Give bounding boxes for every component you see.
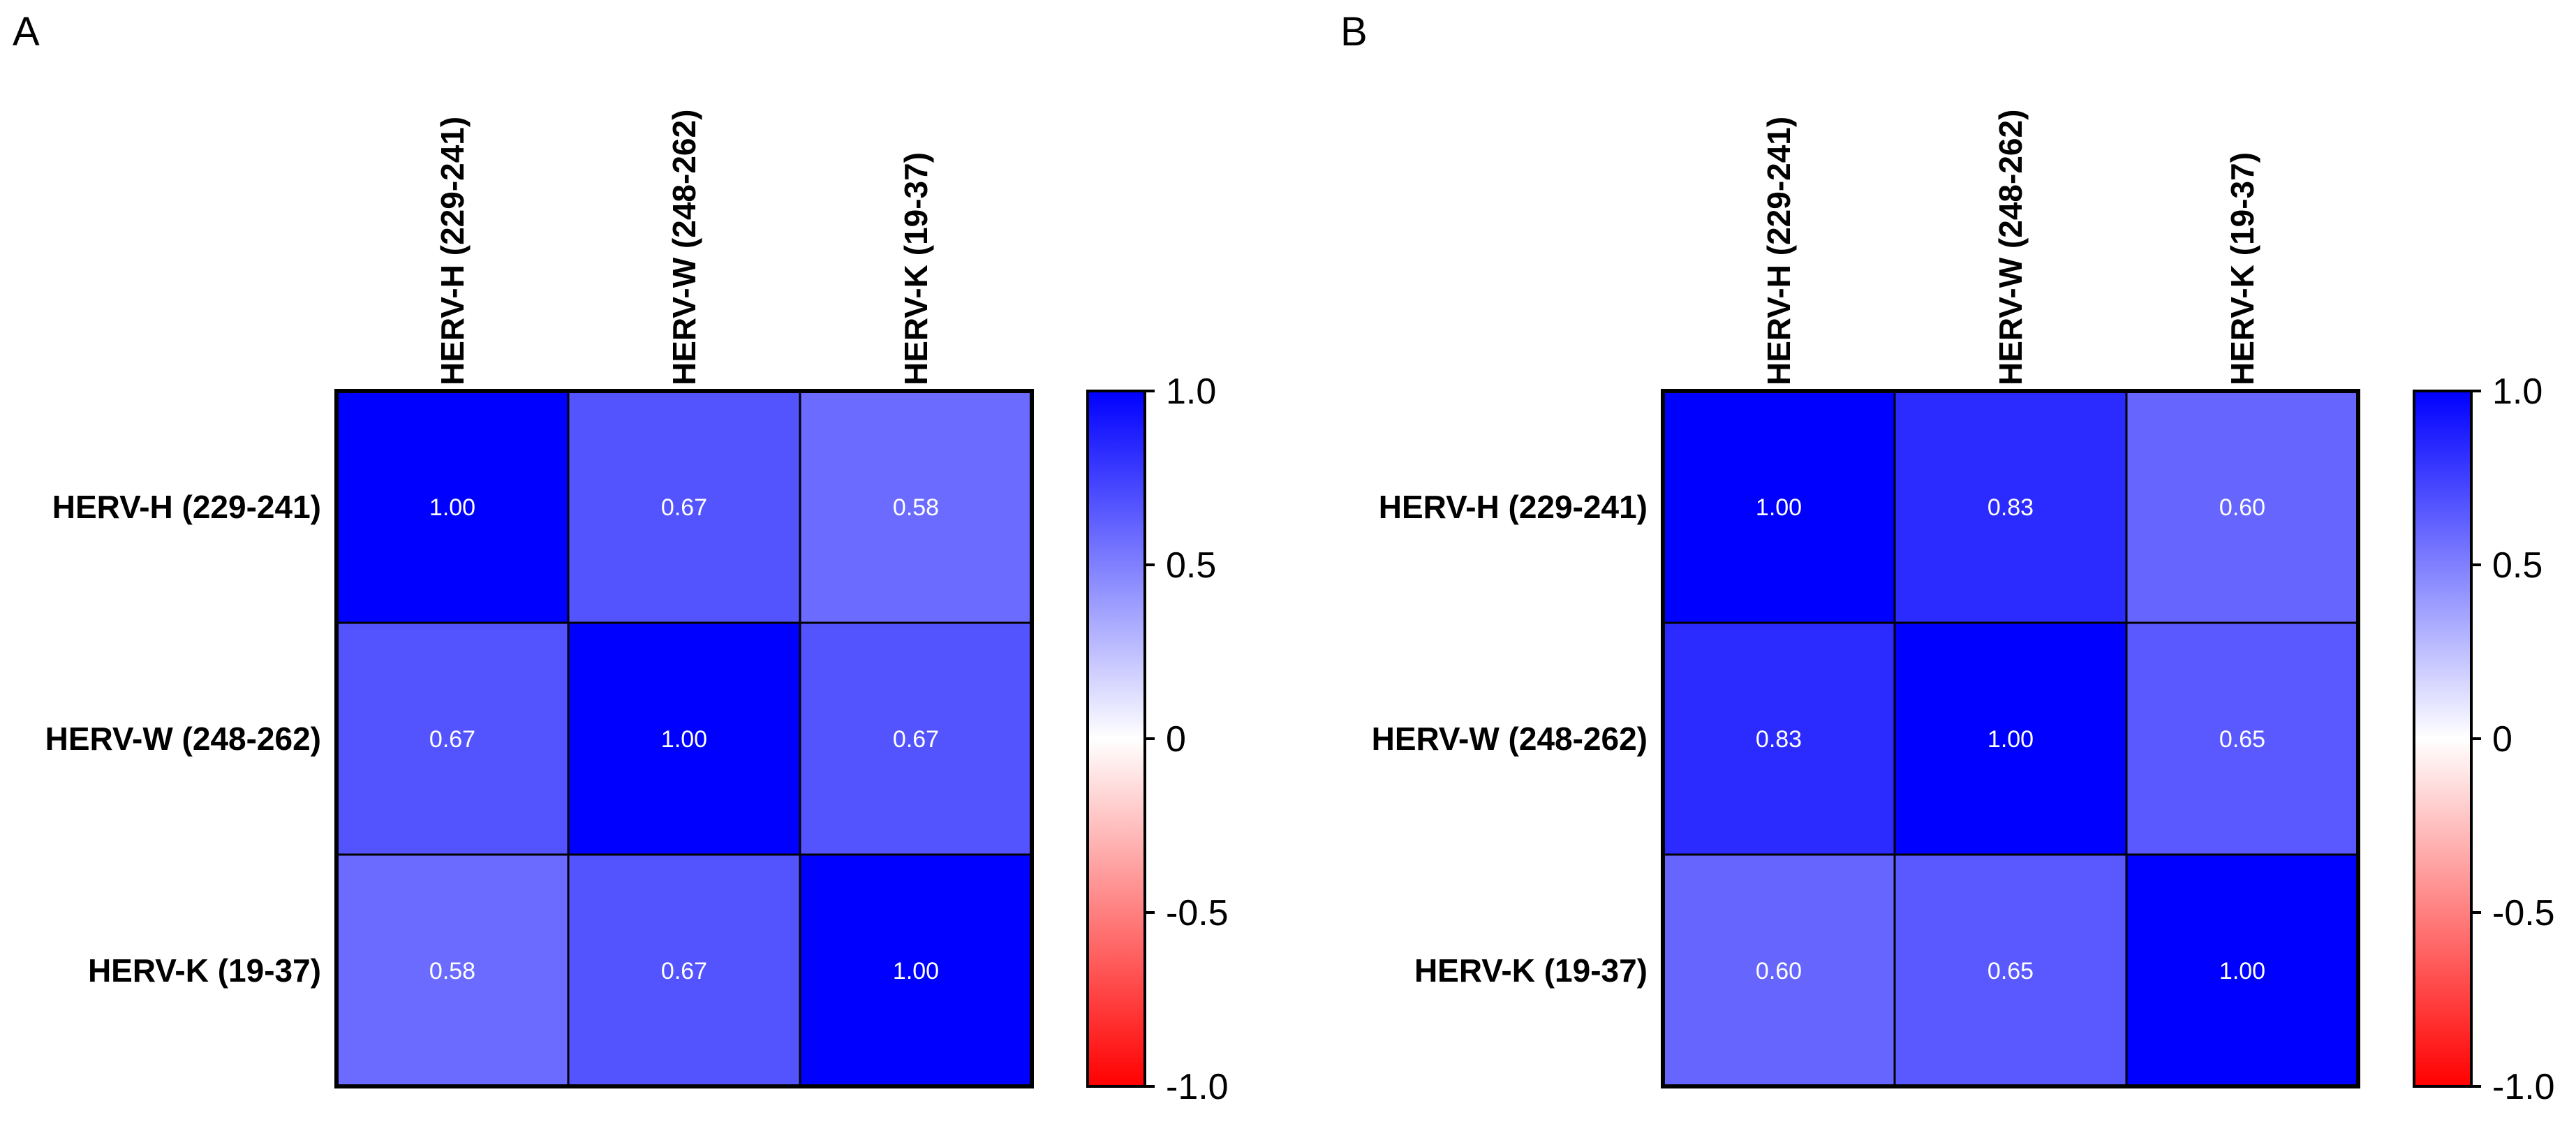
heatmap-panel-a: A 1.00 0.67 0.580.67 1.00 0.670.58 0.67 1.00 H… [13,9,1229,1107]
cell-value-label: 1.00 [661,726,707,753]
heatmap-cell [335,621,570,856]
colorbar-tick-label: 1.0 [1166,371,1216,412]
cell-value-label: 0.58 [893,494,939,521]
column-label: HERV-K (19-37) [2224,152,2260,385]
column-label: HERV-H (229-241) [434,117,471,385]
heatmap-panel-b: B 1.00 0.83 0.600.83 1.00 0.650.60 0.65 1.00 H… [1340,9,2555,1107]
colorbar-b: 1.0 0.5 0 -0.5 -1.0 [2413,371,2555,1107]
colorbar-tick-label: 1.0 [2492,371,2542,412]
heatmap-cell [567,853,801,1088]
column-label: HERV-W (248-262) [666,110,702,385]
colorbar-tick-label: -0.5 [1166,893,1229,933]
heatmap-cell [1661,390,1896,624]
cell-value-label: 0.65 [2219,726,2265,753]
colorbar-tick-label: 0.5 [2492,545,2542,586]
panel-letter-b: B [1340,9,1368,54]
heatmap-cell [2125,621,2360,856]
colorbar-tick-label: 0 [1166,719,1186,760]
colorbar-tick-label: 0.5 [1166,545,1216,586]
heatmap-cell [1661,621,1896,856]
heatmap-frame [334,389,1034,1088]
cell-value-label: 0.83 [1756,726,1802,753]
heatmap-cells-a: 1.00 0.67 0.58 0.67 1.00 0.67 0.58 0.67 1.00 [334,389,1034,1088]
row-label: HERV-K (19-37) [88,952,321,989]
row-label: HERV-H (229-241) [52,489,321,525]
cell-value-label: 0.60 [2219,494,2265,521]
colorbar-gradient [1086,390,1146,1088]
heatmap-cell [567,390,801,624]
cell-value-label: 1.00 [2219,958,2265,984]
column-label: HERV-H (229-241) [1761,117,1797,385]
heatmap-cell [1893,621,2128,856]
colorbar-a: 1.0 0.5 0 -0.5 -1.0 [1086,371,1229,1107]
row-labels-b: HERV-H (229-241) HERV-W (248-262) HERV-K (… [1372,489,1648,989]
column-labels-a: HERV-H (229-241) HERV-W (248-262) HERV-K (… [434,110,934,385]
panel-letter-a: A [13,9,40,54]
row-label: HERV-H (229-241) [1379,489,1648,525]
heatmap-cell [567,621,801,856]
row-labels-a: HERV-H (229-241) HERV-W (248-262) HERV-K (… [45,489,321,989]
heatmap-cell [2125,390,2360,624]
colorbar-tick-label: -1.0 [1166,1067,1229,1107]
colorbar-tick-label: -1.0 [2492,1067,2555,1107]
cell-value-label: 0.60 [1756,958,1802,984]
cell-value-label: 1.00 [1987,726,2034,753]
heatmap-cells-b: 1.00 0.83 0.60 0.83 1.00 0.65 0.60 0.65 1.00 [1661,389,2360,1088]
cell-value-label: 0.67 [661,494,707,521]
heatmap-frame [1661,389,2360,1088]
heatmap-cell [799,621,1033,856]
cell-value-label: 1.00 [893,958,939,984]
column-label: HERV-K (19-37) [898,152,934,385]
cell-value-label: 0.58 [429,958,475,984]
heatmap-cell [335,390,570,624]
heatmap-cell [1893,390,2128,624]
row-label: HERV-W (248-262) [45,721,321,757]
cell-value-label: 0.67 [661,958,707,984]
colorbar-tick-label: -0.5 [2492,893,2555,933]
cell-value-label: 0.83 [1987,494,2034,521]
cell-value-label: 0.67 [429,726,475,753]
colorbar-gradient [2413,390,2473,1088]
column-label: HERV-W (248-262) [1992,110,2029,385]
row-label: HERV-K (19-37) [1414,952,1648,989]
cell-value-label: 1.00 [429,494,475,521]
cell-value-label: 1.00 [1756,494,1802,521]
colorbar-tick-label: 0 [2492,719,2512,760]
cell-value-label: 0.67 [893,726,939,753]
cell-value-label: 0.65 [1987,958,2034,984]
row-label: HERV-W (248-262) [1372,721,1648,757]
heatmap-cell [1893,853,2128,1088]
column-labels-b: HERV-H (229-241) HERV-W (248-262) HERV-K (… [1761,110,2260,385]
